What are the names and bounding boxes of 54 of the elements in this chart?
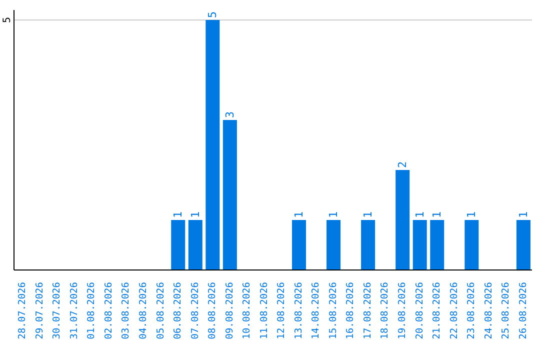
data-label: 1 <box>516 211 530 218</box>
data-label: 1 <box>172 211 185 218</box>
x-tick-label: 17.08.2026 <box>362 282 374 340</box>
x-tick-label: 31.07.2026 <box>68 282 80 340</box>
bar <box>171 220 186 270</box>
bar <box>206 20 220 270</box>
data-label: 1 <box>292 211 306 218</box>
x-tick-label: 30.07.2026 <box>52 282 63 340</box>
data-label: 1 <box>430 211 444 218</box>
bar <box>292 220 306 270</box>
x-tick-label: 10.08.2026 <box>242 282 253 340</box>
x-tick-label: 09.08.2026 <box>224 282 236 340</box>
x-tick-label: 15.08.2026 <box>328 282 339 340</box>
x-tick-label: 21.08.2026 <box>432 282 443 340</box>
x-tick-label: 25.08.2026 <box>500 282 512 340</box>
bar <box>326 220 341 270</box>
x-tick-label: 26.08.2026 <box>518 282 529 340</box>
data-label: 5 <box>206 11 220 18</box>
bar <box>396 170 410 270</box>
data-label: 2 <box>396 161 410 168</box>
data-label: 1 <box>188 211 202 218</box>
bar <box>516 220 530 270</box>
x-tick-label: 12.08.2026 <box>276 282 288 340</box>
data-label: 1 <box>465 211 478 218</box>
bar <box>188 220 202 270</box>
x-tick-label: 05.08.2026 <box>155 282 166 340</box>
x-tick-label: 18.08.2026 <box>380 282 391 340</box>
x-tick-label: 06.08.2026 <box>172 282 184 340</box>
x-tick-label: 11.08.2026 <box>258 282 270 340</box>
x-tick-label: 08.08.2026 <box>207 282 218 340</box>
bar <box>361 220 376 270</box>
bar <box>464 220 479 270</box>
x-tick-label: 16.08.2026 <box>345 282 356 340</box>
data-label: 1 <box>327 211 340 218</box>
x-tick-label: 20.08.2026 <box>414 282 426 340</box>
x-tick-label: 29.07.2026 <box>34 282 46 340</box>
data-label: 3 <box>223 111 236 118</box>
bar <box>430 220 444 270</box>
x-tick-label: 01.08.2026 <box>86 282 98 340</box>
x-tick-label: 14.08.2026 <box>310 282 322 340</box>
data-label: 1 <box>413 211 426 218</box>
data-label: 1 <box>362 211 375 218</box>
bar <box>222 120 237 270</box>
x-tick-label: 28.07.2026 <box>17 282 28 340</box>
x-tick-label: 22.08.2026 <box>448 282 460 340</box>
bar <box>412 220 427 270</box>
x-tick-label: 13.08.2026 <box>293 282 304 340</box>
x-tick-label: 19.08.2026 <box>397 282 408 340</box>
x-tick-label: 03.08.2026 <box>120 282 132 340</box>
x-tick-label: 07.08.2026 <box>190 282 201 340</box>
x-tick-label: 02.08.2026 <box>103 282 114 340</box>
x-tick-label: 23.08.2026 <box>466 282 478 340</box>
x-tick-label: 04.08.2026 <box>138 282 149 340</box>
x-tick-label: 24.08.2026 <box>483 282 494 340</box>
